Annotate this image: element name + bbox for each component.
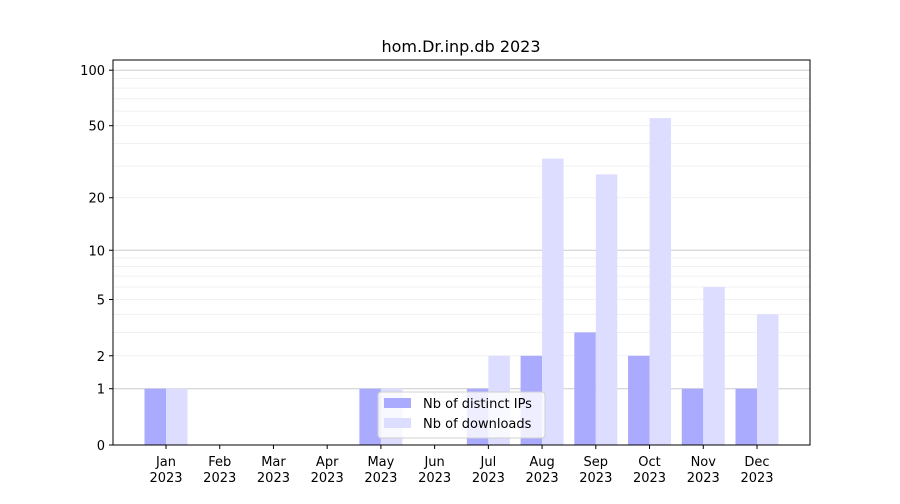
x-tick-label: Feb bbox=[208, 455, 231, 470]
bar-downloads bbox=[703, 286, 725, 445]
x-tick-label: 2023 bbox=[526, 471, 559, 486]
x-tick-label: Jan bbox=[155, 455, 176, 470]
x-tick-label: 2023 bbox=[418, 471, 451, 486]
x-tick-label: 2023 bbox=[633, 471, 666, 486]
bar-downloads bbox=[649, 118, 672, 445]
x-tick-label: Jul bbox=[480, 455, 497, 470]
x-tick-label: Oct bbox=[638, 455, 660, 470]
y-tick-label: 50 bbox=[88, 120, 105, 135]
y-tick-label: 10 bbox=[88, 244, 105, 259]
x-tick-label: 2023 bbox=[740, 471, 773, 486]
bar-downloads bbox=[757, 314, 779, 445]
chart-title: hom.Dr.inp.db 2023 bbox=[381, 37, 540, 56]
legend-box bbox=[377, 391, 546, 439]
x-tick-label: 2023 bbox=[203, 471, 236, 486]
legend-label: Nb of downloads bbox=[423, 417, 532, 432]
bar-downloads bbox=[542, 158, 564, 445]
x-tick-label: 2023 bbox=[472, 471, 505, 486]
bar-distinct-ips bbox=[681, 388, 704, 445]
bar-downloads bbox=[166, 388, 188, 445]
bar-distinct-ips bbox=[628, 355, 650, 445]
x-tick-label: 2023 bbox=[579, 471, 612, 486]
x-tick-label: Sep bbox=[584, 455, 609, 470]
x-tick-label: 2023 bbox=[687, 471, 720, 486]
bar-downloads bbox=[595, 174, 618, 445]
y-tick-label: 20 bbox=[88, 192, 105, 207]
plot-frame bbox=[112, 59, 811, 446]
y-tick-label: 2 bbox=[97, 350, 105, 365]
x-tick-label: 2023 bbox=[257, 471, 290, 486]
legend-label: Nb of distinct IPs bbox=[423, 397, 532, 412]
x-tick-label: 2023 bbox=[364, 471, 397, 486]
x-tick-label: 2023 bbox=[149, 471, 182, 486]
x-tick-label: Apr bbox=[316, 455, 339, 470]
bar-distinct-ips bbox=[144, 388, 166, 445]
x-tick-label: Jun bbox=[423, 455, 444, 470]
bar-distinct-ips bbox=[735, 388, 757, 445]
legend-swatch bbox=[384, 398, 411, 408]
x-tick-label: May bbox=[367, 455, 394, 470]
x-tick-label: 2023 bbox=[311, 471, 344, 486]
x-tick-label: Dec bbox=[744, 455, 769, 470]
y-tick-label: 5 bbox=[97, 293, 105, 308]
x-tick-label: Aug bbox=[529, 455, 554, 470]
bar-distinct-ips bbox=[574, 332, 596, 445]
y-tick-label: 1 bbox=[97, 383, 105, 398]
legend-swatch bbox=[384, 418, 411, 428]
y-tick-label: 100 bbox=[80, 64, 105, 79]
bar-distinct-ips bbox=[359, 388, 381, 445]
x-tick-label: Mar bbox=[261, 455, 286, 470]
y-tick-label: 0 bbox=[97, 439, 105, 454]
x-tick-label: Nov bbox=[691, 455, 717, 470]
